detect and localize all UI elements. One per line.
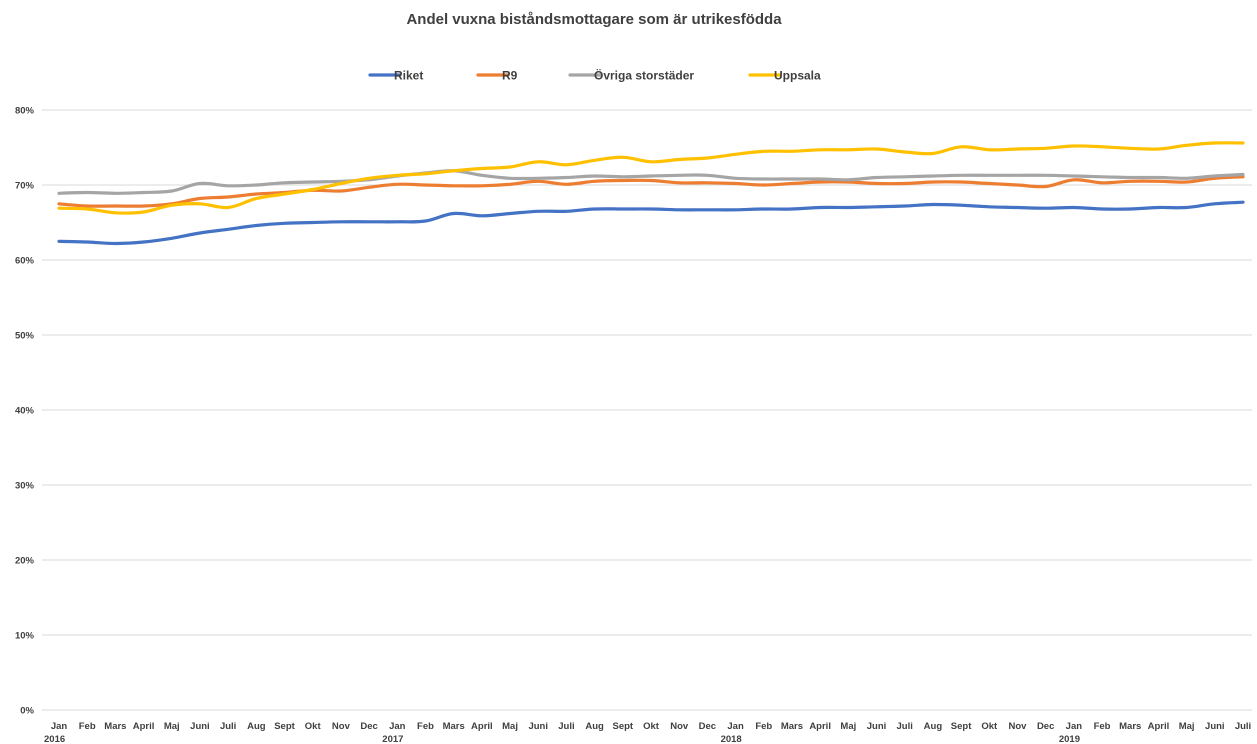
x-tick-label: Dec — [699, 721, 716, 732]
x-tick-label: Juli — [897, 721, 913, 732]
year-label: 2016 — [44, 734, 65, 744]
x-tick-label: Okt — [981, 721, 998, 732]
x-tick-label: Maj — [164, 721, 180, 732]
y-axis-ticks: 0% 10% 20% 30% 40% 50% 60% 70% 80% — [15, 106, 35, 717]
x-tick-label: Jan — [389, 721, 406, 732]
year-label: 2019 — [1059, 734, 1080, 744]
x-tick-label: Juni — [528, 721, 548, 732]
x-tick-label: Juni — [190, 721, 210, 732]
y-tick-label: 20% — [15, 556, 35, 567]
series-line-r9 — [57, 175, 1245, 208]
x-tick-label: Juli — [220, 721, 236, 732]
x-tick-label: Aug — [247, 721, 266, 732]
x-tick-label: Juli — [1235, 721, 1251, 732]
x-tick-label: Okt — [643, 721, 660, 732]
x-tick-label: Nov — [1008, 721, 1027, 732]
y-tick-label: 0% — [20, 706, 34, 717]
x-tick-label: Mars — [104, 721, 126, 732]
series-line-riket — [57, 200, 1245, 246]
x-tick-label: April — [1148, 721, 1170, 732]
x-axis-ticks: Jan Feb Mars April Maj Juni Juli Aug Sept Okt Nov D… — [44, 721, 1251, 744]
x-tick-label: Juni — [1205, 721, 1225, 732]
gridlines — [42, 109, 1252, 711]
y-tick-label: 50% — [15, 331, 35, 342]
x-tick-label: Mars — [781, 721, 803, 732]
series-line--vriga-storst-der — [57, 169, 1245, 195]
x-tick-label: Maj — [1179, 721, 1195, 732]
x-tick-label: Juni — [867, 721, 887, 732]
series-lines — [57, 141, 1245, 246]
x-tick-label: Mars — [443, 721, 465, 732]
x-tick-label: Sept — [613, 721, 634, 732]
year-label: 2017 — [382, 734, 403, 744]
x-tick-label: Okt — [305, 721, 322, 732]
legend-label: R9 — [502, 69, 518, 83]
x-tick-label: Maj — [840, 721, 856, 732]
y-tick-label: 40% — [15, 406, 35, 417]
x-tick-label: Aug — [585, 721, 604, 732]
series-line-uppsala — [57, 141, 1245, 215]
x-tick-label: Nov — [670, 721, 689, 732]
x-tick-label: Dec — [1037, 721, 1054, 732]
x-tick-label: Mars — [1119, 721, 1141, 732]
x-tick-label: Feb — [1094, 721, 1111, 732]
x-tick-label: Feb — [79, 721, 96, 732]
x-tick-label: Feb — [755, 721, 772, 732]
x-tick-label: Sept — [951, 721, 972, 732]
x-tick-label: Sept — [274, 721, 295, 732]
x-tick-label: Jan — [727, 721, 744, 732]
x-tick-label: April — [471, 721, 493, 732]
x-tick-label: Aug — [924, 721, 943, 732]
y-tick-label: 10% — [15, 631, 35, 642]
x-tick-label: Nov — [332, 721, 351, 732]
x-tick-label: Juli — [558, 721, 574, 732]
x-tick-label: Feb — [417, 721, 434, 732]
y-tick-label: 30% — [15, 481, 35, 492]
y-tick-label: 70% — [15, 181, 35, 192]
legend-label: Riket — [394, 69, 423, 83]
x-tick-label: Jan — [1066, 721, 1083, 732]
x-tick-label: April — [809, 721, 831, 732]
legend-label: Övriga storstäder — [594, 68, 694, 83]
year-label: 2018 — [721, 734, 742, 744]
x-tick-label: April — [133, 721, 155, 732]
x-tick-label: Maj — [502, 721, 518, 732]
x-tick-label: Jan — [51, 721, 68, 732]
y-tick-label: 80% — [15, 106, 35, 117]
legend: Riket R9 Övriga storstäder Uppsala — [368, 68, 821, 83]
y-tick-label: 60% — [15, 256, 35, 267]
legend-label: Uppsala — [774, 69, 821, 83]
x-tick-label: Dec — [360, 721, 377, 732]
chart-title: Andel vuxna biståndsmottagare som är utr… — [406, 11, 782, 28]
